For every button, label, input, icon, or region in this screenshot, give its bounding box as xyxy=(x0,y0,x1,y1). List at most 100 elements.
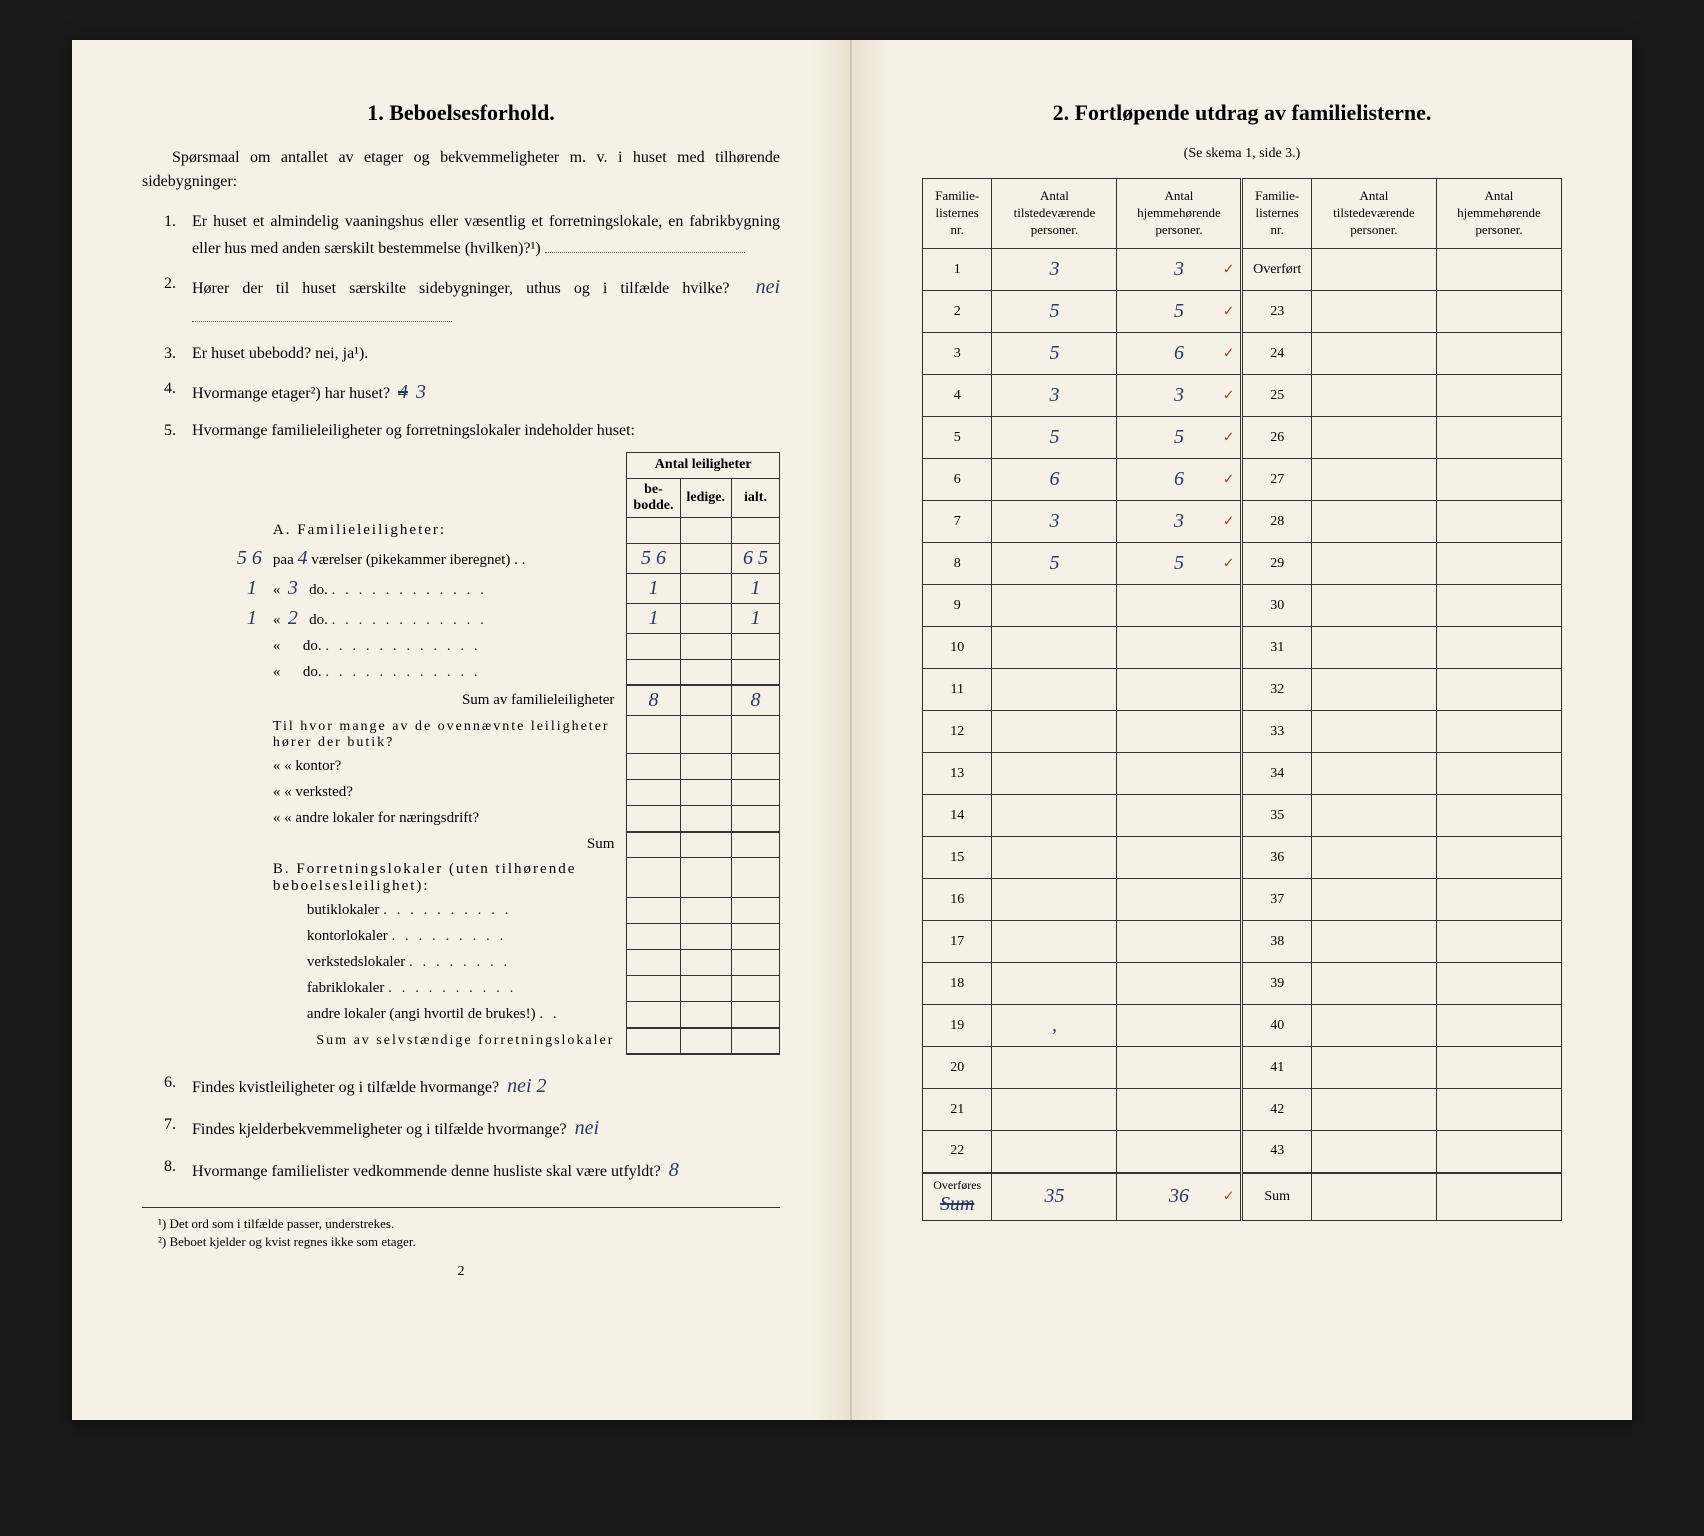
b-fabrik: fabriklokaler xyxy=(307,980,384,996)
page-number-left: 2 xyxy=(142,1264,780,1280)
left-title: 1. Beboelsesforhold. xyxy=(142,100,780,126)
question-8: 8. Hvormange familielister vedkommende d… xyxy=(192,1153,780,1187)
row-n1: 5 xyxy=(923,417,992,459)
row-n1: 13 xyxy=(923,753,992,795)
row-v1: 5 xyxy=(992,417,1117,459)
table-footer-row: OverføresSum3536✓Sum xyxy=(923,1173,1562,1221)
footnote-1: ¹) Det ord som i tilfælde passer, unders… xyxy=(172,1216,780,1232)
row-n1: 11 xyxy=(923,669,992,711)
question-2: 2. Hører der til huset særskilte sidebyg… xyxy=(192,270,780,331)
table-row: 1233 xyxy=(923,711,1562,753)
fam-h5: Antal tilstedeværende personer. xyxy=(1311,179,1436,249)
row-n2: 25 xyxy=(1242,375,1311,417)
lei-header-group: Antal leiligheter xyxy=(627,452,780,478)
row-n2: 36 xyxy=(1242,837,1311,879)
b-row: andre lokaler (angi hvortil de brukes!) … xyxy=(267,1002,780,1028)
row-v2 xyxy=(1117,627,1242,669)
q8-answer: 8 xyxy=(669,1159,679,1181)
row-v4 xyxy=(1436,585,1561,627)
row-v3 xyxy=(1311,711,1436,753)
row-v2: 5✓ xyxy=(1117,417,1242,459)
lei-h1: be- bodde. xyxy=(627,478,680,517)
row-v2: 5✓ xyxy=(1117,291,1242,333)
row-n2: 43 xyxy=(1242,1131,1311,1173)
table-row: 1839 xyxy=(923,963,1562,1005)
row-v1 xyxy=(992,795,1117,837)
row-n2: 31 xyxy=(1242,627,1311,669)
rowA3-v1: 1 xyxy=(648,607,658,629)
lei-row-3: 1 « 2 do. . . . . . . . . . . . . 1 1 xyxy=(267,603,780,633)
question-3: 3. Er huset ubebodd? nei, ja¹). xyxy=(192,340,780,367)
row-v4 xyxy=(1436,837,1561,879)
row-v3 xyxy=(1311,1089,1436,1131)
row-v4 xyxy=(1436,1005,1561,1047)
q2-text: Hører der til huset særskilte sidebygnin… xyxy=(192,280,729,297)
row-v1: 5 xyxy=(992,291,1117,333)
row-v3 xyxy=(1311,249,1436,291)
row-v2 xyxy=(1117,711,1242,753)
row-v1 xyxy=(992,753,1117,795)
row-v1 xyxy=(992,1047,1117,1089)
row-v1: 5 xyxy=(992,543,1117,585)
footer-v2: 36✓ xyxy=(1117,1173,1242,1221)
qnum-1: 1. xyxy=(164,208,176,235)
row-v4 xyxy=(1436,711,1561,753)
row-n2: 40 xyxy=(1242,1005,1311,1047)
row-v2 xyxy=(1117,669,1242,711)
row-n1: 7 xyxy=(923,501,992,543)
row-v4 xyxy=(1436,459,1561,501)
qnum-2: 2. xyxy=(164,270,176,297)
row-n2: 26 xyxy=(1242,417,1311,459)
row-n1: 21 xyxy=(923,1089,992,1131)
qnum-7: 7. xyxy=(164,1111,176,1138)
row-n2: 23 xyxy=(1242,291,1311,333)
row-v1: 6 xyxy=(992,459,1117,501)
row-v2 xyxy=(1117,753,1242,795)
row-v4 xyxy=(1436,1089,1561,1131)
lei-h3: ialt. xyxy=(732,478,780,517)
table-row: 1738 xyxy=(923,921,1562,963)
row-n2: 29 xyxy=(1242,543,1311,585)
q4-strike: 4 xyxy=(398,381,408,403)
row-v1 xyxy=(992,627,1117,669)
fam-h2: Antal tilstedeværende personer. xyxy=(992,179,1117,249)
sumB-label: Sum av selvstændige forretningslokaler xyxy=(267,1028,627,1054)
row-v1 xyxy=(992,669,1117,711)
fam-h4: Familie- listernes nr. xyxy=(1242,179,1311,249)
row-n1: 22 xyxy=(923,1131,992,1173)
rowA1-paa: paa xyxy=(273,552,294,568)
b-row: fabriklokaler . . . . . . . . . . xyxy=(267,976,780,1002)
rowA1-v1: 5 6 xyxy=(641,547,666,569)
row-v4 xyxy=(1436,543,1561,585)
row-n2: 34 xyxy=(1242,753,1311,795)
qnum-8: 8. xyxy=(164,1153,176,1180)
row-n2: 38 xyxy=(1242,921,1311,963)
row-v4 xyxy=(1436,795,1561,837)
right-page: 2. Fortløpende utdrag av familielisterne… xyxy=(852,40,1632,1420)
footer-v1: 35 xyxy=(992,1173,1117,1221)
row-v2 xyxy=(1117,1005,1242,1047)
footer-label1: OverføresSum xyxy=(923,1173,992,1221)
kontor-label: « « kontor? xyxy=(267,754,627,780)
section-b-label: B. Forretningslokaler (uten tilhørende b… xyxy=(267,858,627,898)
row-n1: 8 xyxy=(923,543,992,585)
sumA-v3: 8 xyxy=(751,689,761,711)
row-n2: 42 xyxy=(1242,1089,1311,1131)
row-v4 xyxy=(1436,1047,1561,1089)
row-v1: 3 xyxy=(992,375,1117,417)
row-v1 xyxy=(992,585,1117,627)
rowA3-v3: 1 xyxy=(751,607,761,629)
butik-label: Til hvor mange av de ovennævnte leilighe… xyxy=(267,716,627,754)
row-n2: 24 xyxy=(1242,333,1311,375)
row-v3 xyxy=(1311,459,1436,501)
row-n2: 27 xyxy=(1242,459,1311,501)
row-v2: 6✓ xyxy=(1117,459,1242,501)
table-row: 2041 xyxy=(923,1047,1562,1089)
table-row: 1435 xyxy=(923,795,1562,837)
q5-text: Hvormange familieleiligheter og forretni… xyxy=(192,422,635,439)
b-kontor: kontorlokaler xyxy=(307,928,388,944)
lei-h2: ledige. xyxy=(680,478,732,517)
table-row: 433✓25 xyxy=(923,375,1562,417)
row-n2: 41 xyxy=(1242,1047,1311,1089)
table-row: 1031 xyxy=(923,627,1562,669)
